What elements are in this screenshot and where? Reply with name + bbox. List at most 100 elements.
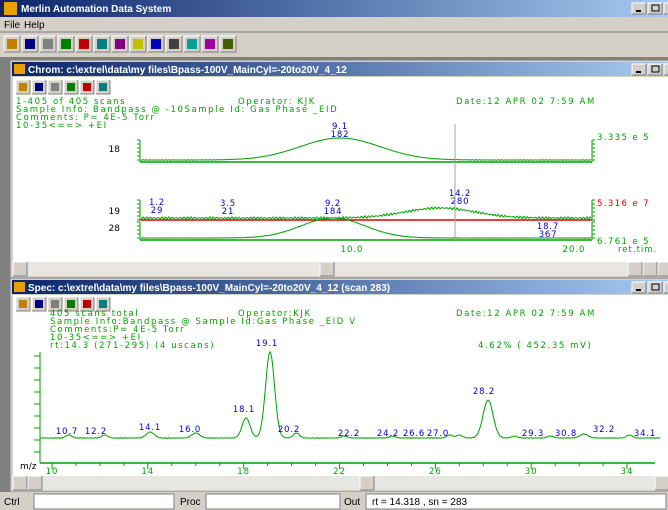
spectrum-peak-label: 28.2 xyxy=(473,387,495,397)
spec-header-comments: Comments:P= 4E-5 Torr xyxy=(50,325,185,335)
chrom-tool-button-bevel xyxy=(63,79,78,94)
peak-rt: 9.1 xyxy=(332,122,348,132)
maximize-button-bevel xyxy=(647,63,662,75)
toolbar-button-icon xyxy=(7,39,17,49)
chrom-header-operator: Operator: KJK xyxy=(238,97,316,107)
spec-tool-button-icon xyxy=(83,300,91,308)
toolbar-button-shadow xyxy=(112,36,129,53)
spec-header-date: Date:12 APR 02 7:59 AM xyxy=(456,309,596,319)
scroll-left-button[interactable] xyxy=(28,476,42,490)
scroll-thumb[interactable] xyxy=(360,476,374,490)
scroll-left-button-shadow xyxy=(28,476,43,491)
maximize-button[interactable] xyxy=(648,3,662,14)
close-button-bevel xyxy=(663,281,668,293)
spec-tool-button-shadow xyxy=(32,297,47,312)
chrom-tool-button-icon xyxy=(19,83,27,91)
toolbar-button-bevel xyxy=(111,35,128,52)
peak-intensity: 280 xyxy=(451,197,470,207)
spec-title: Spec: c:\extrel\data\my files\Bpass-100V… xyxy=(28,283,390,294)
spectrum-peak-label: 27.0 xyxy=(427,429,449,439)
toolbar-button-shadow xyxy=(4,36,21,53)
close-button-bevel xyxy=(663,2,668,14)
minimize-button-shadow xyxy=(632,64,647,76)
spectrum-trace xyxy=(39,350,661,439)
x-axis-label: 22 xyxy=(333,467,346,477)
toolbar-button-bevel xyxy=(201,35,218,52)
trace-scale: 6.761 e 5 xyxy=(597,237,650,247)
spec-tool-button-icon xyxy=(19,300,27,308)
spectrum-peak-label: 34.1 xyxy=(634,429,656,439)
spec-tool-button-icon xyxy=(99,300,107,308)
close-button-bevel xyxy=(663,63,668,75)
app-icon xyxy=(4,2,17,15)
peak-rt: 18.7 xyxy=(537,222,559,232)
close-button[interactable] xyxy=(664,3,668,14)
spec-tool-button-shadow xyxy=(16,297,31,312)
menu-item[interactable]: Help xyxy=(24,20,45,31)
chrom-tool-button-shadow xyxy=(48,80,63,95)
zoom-button[interactable] xyxy=(13,476,27,490)
toolbar-button-bevel xyxy=(129,35,146,52)
ion-trace xyxy=(140,137,592,161)
toolbar-button-bevel xyxy=(75,35,92,52)
toolbar-button-bevel xyxy=(219,35,236,52)
x-axis-label: 20.0 xyxy=(563,245,586,255)
peak-rt: 14.2 xyxy=(449,189,471,199)
trace-mass: 19 xyxy=(109,207,121,217)
scroll-left-button[interactable] xyxy=(13,262,27,276)
toolbar-button-icon xyxy=(187,39,197,49)
chrom-title-bar xyxy=(12,62,668,76)
toolbar-button-shadow xyxy=(130,36,147,53)
spectrum-peak-label: 12.2 xyxy=(85,427,107,437)
maximize-button[interactable] xyxy=(648,64,662,75)
maximize-button-bevel xyxy=(647,281,662,293)
chrom-tool-button-bevel xyxy=(15,79,30,94)
minimize-button-bevel xyxy=(631,281,646,293)
scroll-thumb-shadow xyxy=(360,476,375,491)
toolbar-button-shadow xyxy=(184,36,201,53)
toolbar-button-shadow xyxy=(148,36,165,53)
scroll-left-button-shadow xyxy=(13,262,28,277)
minimize-button[interactable] xyxy=(632,3,646,14)
x-axis-label: 14 xyxy=(141,467,154,477)
spec-scrollbar xyxy=(13,476,668,490)
toolbar-button-shadow xyxy=(40,36,57,53)
close-button[interactable] xyxy=(664,64,668,75)
toolbar-button-bevel xyxy=(147,35,164,52)
x-axis-title: m/z xyxy=(20,462,37,472)
minimize-button[interactable] xyxy=(632,282,646,293)
chrom-header-sample: Sample Info: Bandpass @ -10Sample Id: Ga… xyxy=(16,105,338,115)
minimize-button-bevel xyxy=(631,2,646,14)
close-button[interactable] xyxy=(664,282,668,293)
proc-field[interactable] xyxy=(205,493,341,510)
scroll-left-button-bevel xyxy=(27,475,42,490)
maximize-glyph xyxy=(651,4,660,12)
status-label: Ctrl xyxy=(4,497,20,508)
zoom-button-shadow xyxy=(13,476,28,491)
minimize-button[interactable] xyxy=(632,64,646,75)
menu-item[interactable]: File xyxy=(4,20,21,31)
chrom-scrollbar xyxy=(13,262,668,276)
ctrl-field[interactable] xyxy=(33,493,175,510)
zoom-button-bevel xyxy=(657,261,668,276)
spec-tool-button-shadow xyxy=(80,297,95,312)
x-axis-label: 26 xyxy=(429,467,442,477)
spec-tool-button-bevel xyxy=(15,296,30,311)
chrom-header-ionization: 10-35<==> +EI xyxy=(16,121,108,131)
ion-trace xyxy=(140,206,592,221)
maximize-button[interactable] xyxy=(648,282,662,293)
spectrum-peak-label: 30.8 xyxy=(555,429,577,439)
scroll-thumb[interactable] xyxy=(320,262,334,276)
spec-tool-button-icon xyxy=(35,300,43,308)
toolbar-button-bevel xyxy=(93,35,110,52)
scroll-right-button[interactable] xyxy=(628,262,642,276)
peak-rt: 3.5 xyxy=(220,199,236,209)
toolbar-button-shadow xyxy=(22,36,39,53)
scroll-right-button[interactable] xyxy=(655,476,668,490)
zoom-button[interactable] xyxy=(643,262,657,276)
toolbar-button-bevel xyxy=(165,35,182,52)
zoom-button[interactable] xyxy=(658,262,668,276)
zoom-button-bevel xyxy=(642,261,657,276)
spectrum-peak-label: 18.1 xyxy=(233,405,255,415)
